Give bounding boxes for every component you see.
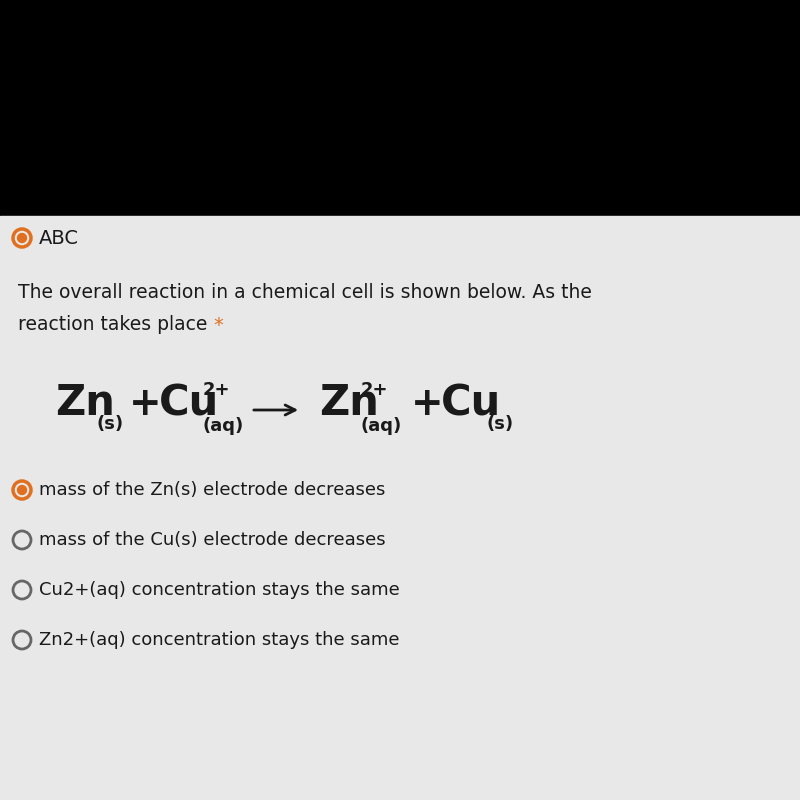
Text: mass of the Zn(s) electrode decreases: mass of the Zn(s) electrode decreases (39, 481, 386, 499)
Text: reaction takes place: reaction takes place (18, 315, 214, 334)
Circle shape (18, 486, 26, 494)
Text: Cu2+(aq) concentration stays the same: Cu2+(aq) concentration stays the same (39, 581, 400, 599)
Text: The overall reaction in a chemical cell is shown below. As the: The overall reaction in a chemical cell … (18, 283, 592, 302)
Text: 2+: 2+ (203, 381, 230, 399)
Text: +: + (129, 385, 162, 423)
Text: +: + (411, 385, 444, 423)
Text: Cu: Cu (159, 382, 219, 424)
Text: ABC: ABC (39, 229, 79, 247)
Text: (aq): (aq) (361, 417, 402, 435)
Circle shape (18, 234, 26, 242)
Text: (s): (s) (487, 415, 514, 433)
Text: (s): (s) (97, 415, 124, 433)
Text: Zn: Zn (319, 382, 379, 424)
Text: 2+: 2+ (361, 381, 389, 399)
Text: mass of the Cu(s) electrode decreases: mass of the Cu(s) electrode decreases (39, 531, 386, 549)
Text: Cu: Cu (441, 382, 502, 424)
Bar (0, 216, 800, 800)
Bar (0, 0, 800, 216)
Text: (aq): (aq) (203, 417, 244, 435)
Text: Zn: Zn (55, 382, 115, 424)
Text: Zn2+(aq) concentration stays the same: Zn2+(aq) concentration stays the same (39, 631, 399, 649)
Text: *: * (213, 315, 223, 334)
